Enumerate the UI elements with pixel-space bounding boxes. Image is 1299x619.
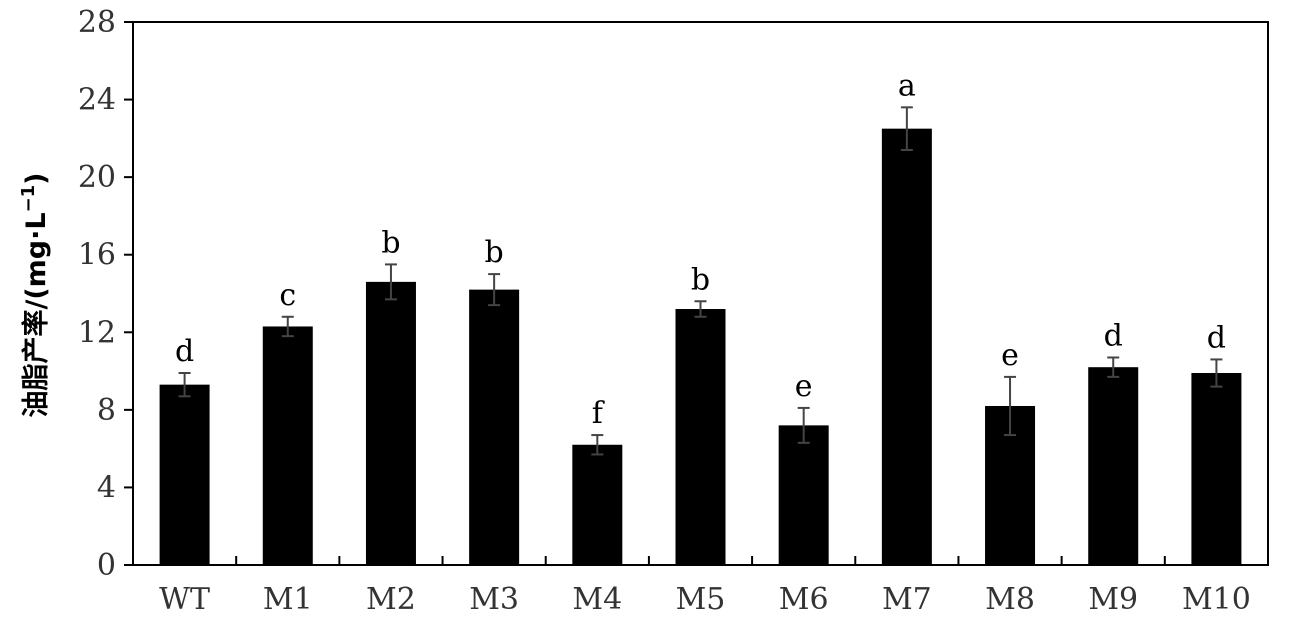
bar	[1088, 367, 1139, 565]
x-tick-label: M9	[1088, 582, 1138, 617]
bar	[881, 128, 932, 566]
bar	[572, 444, 623, 565]
x-tick-label: M1	[263, 582, 313, 617]
x-tick-label: M8	[985, 582, 1035, 617]
significance-label: d	[175, 334, 194, 369]
x-tick-label: M10	[1182, 582, 1251, 617]
plot-area: 0 4 8 12 16 20 24 28 d WT c M1 b M2 b M3 f M4 b M5 e M6 a M7 e M8…	[78, 5, 1269, 617]
y-tick-label: 24	[78, 83, 116, 118]
y-axis-title: 油脂产率/(mg·L−1)	[18, 172, 52, 417]
significance-label: d	[1104, 318, 1123, 353]
bar	[159, 384, 210, 565]
significance-label: b	[485, 235, 504, 270]
significance-label: a	[898, 68, 916, 103]
y-tick-label: 28	[78, 5, 116, 40]
y-tick-label: 16	[78, 238, 116, 273]
significance-label: b	[691, 262, 710, 297]
bar	[365, 281, 416, 565]
significance-label: d	[1207, 320, 1226, 355]
x-tick-label: M3	[469, 582, 519, 617]
significance-label: e	[1001, 338, 1019, 373]
bar	[469, 289, 520, 565]
bar	[1191, 373, 1242, 565]
significance-label: f	[592, 396, 605, 431]
bar	[675, 309, 726, 565]
x-tick-label: WT	[159, 582, 210, 617]
significance-label: c	[279, 278, 296, 313]
x-tick-label: M6	[779, 582, 829, 617]
y-tick-label: 0	[97, 548, 116, 583]
x-tick-label: M4	[572, 582, 622, 617]
y-tick-label: 8	[97, 393, 116, 428]
bar	[262, 326, 313, 565]
y-tick-label: 20	[78, 160, 116, 195]
bar	[778, 425, 829, 565]
y-tick-label: 12	[78, 315, 116, 350]
x-tick-label: M5	[676, 582, 726, 617]
significance-label: e	[795, 369, 813, 404]
x-tick-label: M2	[366, 582, 416, 617]
significance-label: b	[381, 225, 400, 260]
x-tick-label: M7	[882, 582, 932, 617]
y-tick-label: 4	[97, 470, 116, 505]
